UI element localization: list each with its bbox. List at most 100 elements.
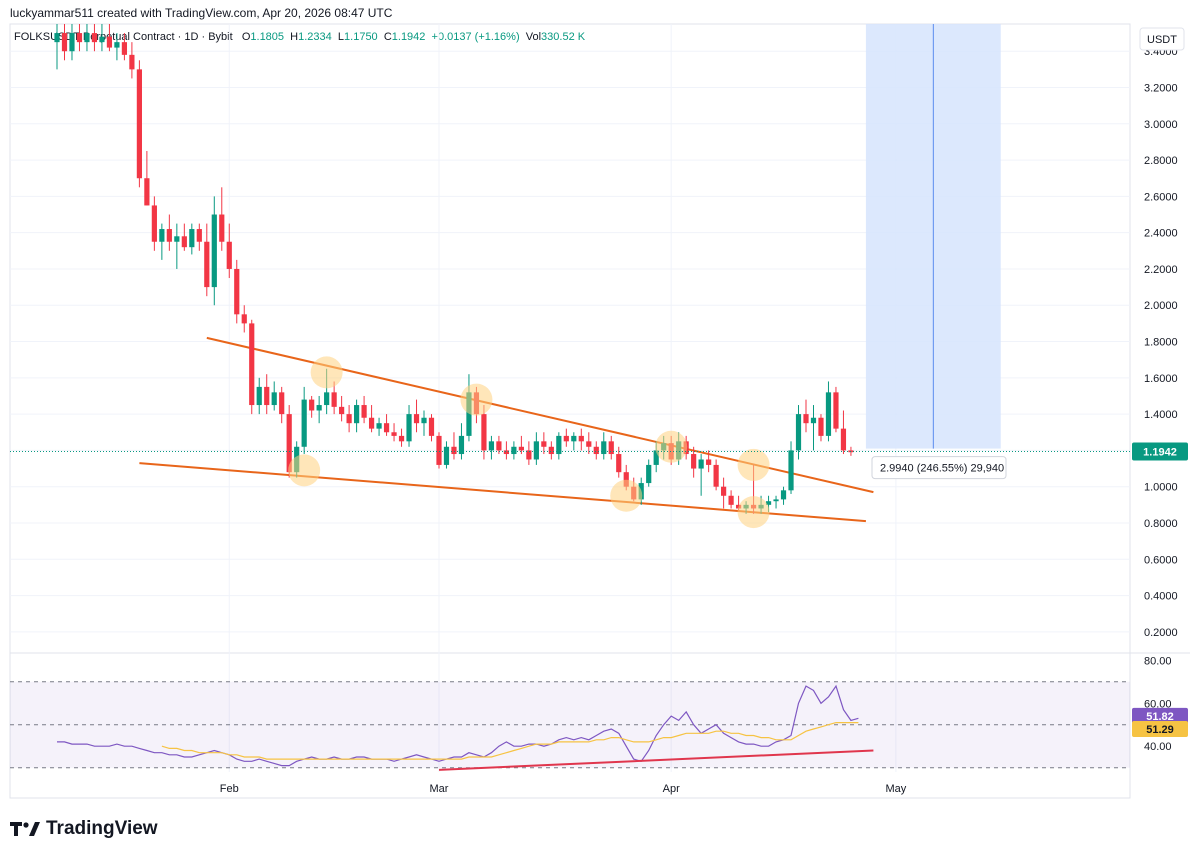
candle-body	[368, 417, 375, 429]
rsi-value-badge	[1132, 720, 1188, 737]
price-tick-label: 2.4000	[1144, 228, 1178, 240]
price-tick-label: 0.2000	[1144, 627, 1178, 639]
candle	[571, 432, 577, 451]
candle-body	[526, 450, 532, 460]
candle-body	[264, 386, 270, 406]
candle	[99, 24, 105, 52]
rsi-ma-line[interactable]	[161, 722, 859, 760]
rsi-pane[interactable]	[10, 681, 1130, 771]
candle-body	[144, 178, 150, 206]
candle	[428, 414, 435, 442]
candle-body	[706, 459, 712, 465]
candle	[219, 187, 225, 251]
candle	[691, 446, 697, 478]
candle-body	[818, 417, 824, 436]
candle-body	[129, 54, 135, 70]
candle	[189, 223, 195, 255]
highlight-circle	[737, 496, 770, 529]
candle	[383, 414, 390, 436]
candle-body	[721, 486, 727, 496]
candle-body	[151, 205, 157, 242]
time-tick-label: May	[885, 783, 906, 795]
candle	[518, 435, 524, 455]
candle-body	[840, 428, 847, 451]
candle	[339, 395, 345, 422]
close-label: C	[383, 31, 392, 43]
candle-body	[466, 392, 472, 436]
candle-body	[406, 414, 412, 442]
projection-label-box[interactable]	[871, 456, 1007, 480]
rsi-tick-label: 60.00	[1144, 698, 1172, 710]
price-tick-label: 1.8000	[1144, 337, 1178, 349]
candle	[496, 435, 502, 455]
price-tick-label: 1.6000	[1144, 373, 1178, 385]
candle-body	[301, 399, 307, 447]
currency-badge[interactable]	[1139, 27, 1185, 51]
candle-body	[503, 450, 509, 455]
highlight-circle	[460, 383, 493, 416]
candle	[368, 405, 375, 433]
candle	[406, 405, 412, 447]
candle	[488, 435, 495, 460]
rsi-line[interactable]	[57, 684, 859, 767]
candle-body	[780, 490, 787, 500]
candle-body	[496, 441, 502, 451]
time-tick-label: Feb	[220, 783, 239, 795]
candle	[174, 223, 180, 269]
chart-attribution: luckyammar511 created with TradingView.c…	[10, 6, 393, 20]
candle-body	[159, 229, 165, 242]
candle	[443, 441, 450, 469]
candle	[601, 432, 607, 460]
candle-body	[788, 450, 794, 491]
candle-body	[249, 323, 255, 406]
rsi-value-label: 51.82	[1146, 711, 1174, 723]
candle	[556, 432, 562, 460]
projection-box[interactable]	[865, 24, 1001, 449]
candle-body	[391, 432, 397, 436]
candle	[271, 381, 277, 411]
candle	[698, 454, 704, 496]
symbol-title[interactable]: FOLKSUSDT Perpetual Contract · 1D · Bybi…	[14, 31, 233, 43]
candle	[451, 432, 457, 460]
rsi-support-trendline[interactable]	[438, 749, 874, 771]
candle-body	[586, 441, 592, 447]
candle	[279, 386, 285, 424]
candle	[833, 386, 839, 433]
candle	[69, 24, 75, 61]
candle-body	[226, 241, 232, 269]
candle-body	[219, 214, 225, 242]
candle-body	[601, 441, 607, 455]
price-tick-label: 0.8000	[1144, 518, 1178, 530]
rsi-value-badge	[1132, 707, 1188, 724]
candle-body	[541, 441, 547, 447]
candle-body	[54, 33, 60, 43]
candle-body	[795, 414, 802, 451]
change-value: +0.0137 (+1.16%)	[431, 31, 520, 43]
tradingview-logo[interactable]: TradingView	[10, 818, 158, 840]
candle	[548, 441, 554, 460]
candle	[309, 395, 315, 418]
candle	[436, 432, 442, 469]
candle-body	[106, 36, 113, 48]
candle	[526, 441, 532, 465]
candle	[376, 417, 382, 436]
candle-body	[481, 414, 487, 451]
candle	[301, 386, 307, 455]
candle	[234, 259, 240, 324]
candle	[563, 428, 569, 447]
rsi-tick-label: 80.00	[1144, 655, 1172, 667]
candle-body	[211, 214, 217, 288]
candle-body	[61, 33, 68, 52]
candle	[788, 441, 794, 494]
candles-layer	[54, 24, 854, 514]
tradingview-logo-icon	[10, 822, 40, 836]
candle-body	[398, 435, 405, 442]
highlight-layer	[288, 356, 770, 529]
candle	[159, 223, 165, 260]
candle-body	[608, 441, 614, 455]
candle-body	[84, 33, 90, 43]
candle-body	[616, 454, 622, 473]
candle	[84, 24, 90, 52]
candle-body	[309, 399, 315, 411]
